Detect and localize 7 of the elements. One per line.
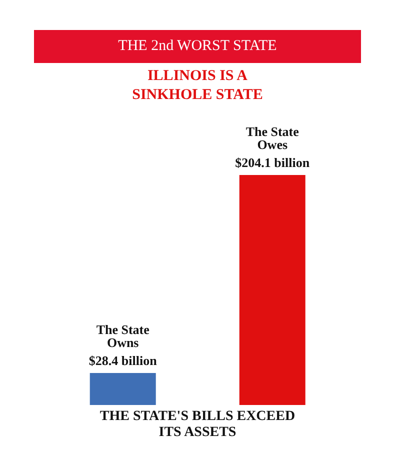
text: THE STATE'S BILLS EXCEED ITS ASSETS <box>98 409 296 441</box>
chart-subtitle: ILLINOIS IS A SINKHOLE STATE <box>131 67 264 105</box>
data-label: $28.4 billion <box>88 352 158 368</box>
data-label: $204.1 billion <box>235 155 310 170</box>
x-tick-label: The State Owns <box>96 322 150 350</box>
x-tick-label: The State Owes <box>246 124 300 152</box>
chart-title: THE 2nd WORST STATE <box>34 30 361 63</box>
